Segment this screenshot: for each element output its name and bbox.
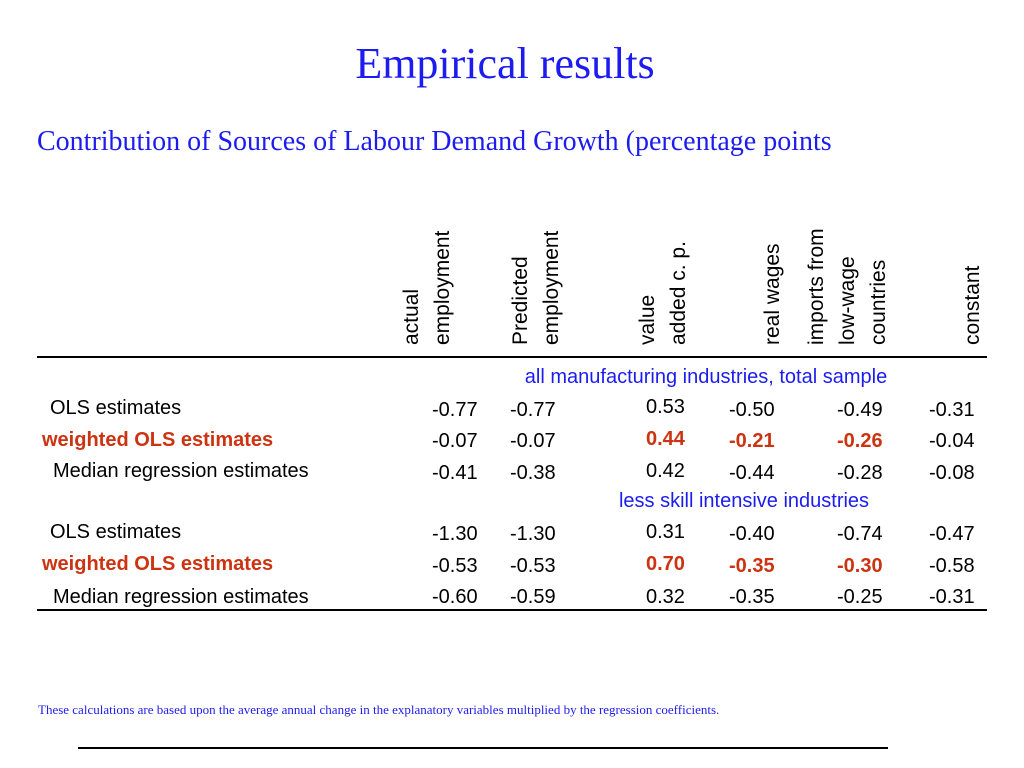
row-label-ols: OLS estimates (50, 521, 182, 543)
column-header-real-wages: real wages (757, 243, 788, 345)
row-label-weighted-ols: weighted OLS estimates (42, 553, 274, 575)
column-header-line: constant (961, 265, 984, 345)
column-header-predicted-employment: Predicted employment (505, 231, 567, 345)
row-label-weighted-ols: weighted OLS estimates (42, 429, 274, 451)
table-cell: -0.38 (510, 462, 556, 484)
section-heading-less-skill-intensive: less skill intensive industries (618, 490, 870, 512)
table-caption: Contribution of Sources of Labour Demand… (37, 126, 832, 157)
table-cell: -0.53 (510, 555, 556, 577)
column-header-line: added c. p. (667, 241, 690, 345)
table-cell: -0.60 (432, 586, 478, 608)
column-header-line: imports from (805, 228, 828, 345)
row-label-ols: OLS estimates (50, 397, 182, 419)
row-label-median-regression: Median regression estimates (53, 460, 309, 482)
table-cell: 0.32 (646, 586, 685, 608)
table-cell: -0.07 (510, 430, 556, 452)
table-cell: -0.35 (729, 586, 775, 608)
table-cell: -0.47 (929, 523, 975, 545)
table-cell-highlighted: 0.44 (646, 428, 685, 450)
table-cell: -0.77 (510, 399, 556, 421)
column-header-line: employment (431, 230, 454, 345)
row-label-median-regression: Median regression estimates (53, 586, 309, 608)
table-cell: -0.50 (729, 399, 775, 421)
table-cell-highlighted: -0.21 (729, 430, 775, 452)
table-cell: 0.42 (646, 460, 685, 482)
table-cell: 0.53 (646, 396, 685, 418)
table-cell-highlighted: -0.35 (729, 555, 775, 577)
table-cell: -0.74 (837, 523, 883, 545)
column-header-value-added: value added c. p. (632, 241, 694, 345)
column-header-imports-low-wage: imports from low-wage countries (801, 228, 894, 345)
table-cell: -0.49 (837, 399, 883, 421)
table-cell-highlighted: -0.30 (837, 555, 883, 577)
table-bottom-rule (37, 609, 987, 611)
column-header-actual-employment: actual employment (396, 231, 458, 345)
table-cell: -0.07 (432, 430, 478, 452)
table-cell: 0.31 (646, 521, 685, 543)
table-cell: -0.40 (729, 523, 775, 545)
table-cell: -0.28 (837, 462, 883, 484)
table-cell: -0.58 (929, 555, 975, 577)
table-cell: -1.30 (510, 523, 556, 545)
column-header-constant: constant (957, 266, 988, 345)
table-cell-highlighted: -0.26 (837, 430, 883, 452)
table-cell: -0.44 (729, 462, 775, 484)
footnote: These calculations are based upon the av… (38, 702, 720, 717)
table-cell-highlighted: 0.70 (646, 553, 685, 575)
table-cell: -0.25 (837, 586, 883, 608)
table-cell: -1.30 (432, 523, 478, 545)
column-header-line: real wages (761, 243, 784, 345)
table-cell: -0.04 (929, 430, 975, 452)
table-cell: -0.31 (929, 399, 975, 421)
column-header-line: countries (867, 259, 890, 345)
column-header-line: value (636, 294, 659, 345)
column-header-line: actual (400, 288, 423, 345)
table-cell: -0.59 (510, 586, 556, 608)
table-cell: -0.53 (432, 555, 478, 577)
column-header-line: low-wage (836, 256, 859, 345)
footer-rule (78, 747, 888, 749)
slide-title: Empirical results (355, 39, 655, 88)
table-top-rule (37, 356, 987, 358)
column-header-line: employment (540, 230, 563, 345)
table-cell: -0.08 (929, 462, 975, 484)
section-heading-all-manufacturing: all manufacturing industries, total samp… (524, 366, 888, 388)
table-cell: -0.41 (432, 462, 478, 484)
column-header-line: Predicted (509, 256, 532, 345)
table-cell: -0.31 (929, 586, 975, 608)
table-cell: -0.77 (432, 399, 478, 421)
